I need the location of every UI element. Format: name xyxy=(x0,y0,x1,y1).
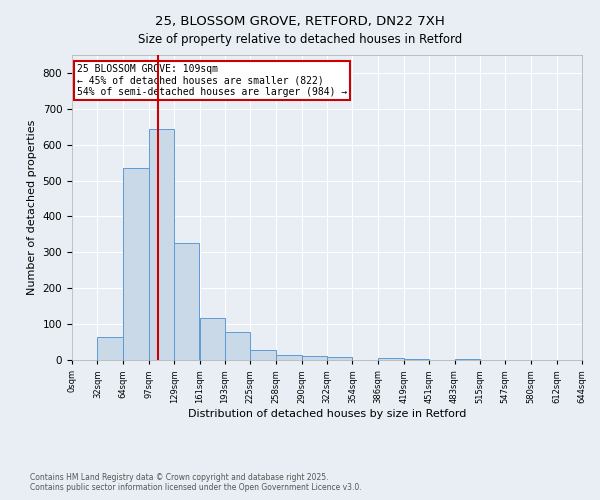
X-axis label: Distribution of detached houses by size in Retford: Distribution of detached houses by size … xyxy=(188,408,466,418)
Bar xyxy=(122,168,149,360)
Text: 25 BLOSSOM GROVE: 109sqm
← 45% of detached houses are smaller (822)
54% of semi-: 25 BLOSSOM GROVE: 109sqm ← 45% of detach… xyxy=(77,64,347,98)
Bar xyxy=(250,350,277,360)
Bar xyxy=(327,358,352,360)
Text: 25, BLOSSOM GROVE, RETFORD, DN22 7XH: 25, BLOSSOM GROVE, RETFORD, DN22 7XH xyxy=(155,15,445,28)
Bar xyxy=(174,244,199,360)
Bar xyxy=(404,358,429,360)
Text: Contains HM Land Registry data © Crown copyright and database right 2025.
Contai: Contains HM Land Registry data © Crown c… xyxy=(30,473,362,492)
Bar xyxy=(97,336,122,360)
Text: Size of property relative to detached houses in Retford: Size of property relative to detached ho… xyxy=(138,32,462,46)
Bar xyxy=(277,354,302,360)
Bar xyxy=(149,128,174,360)
Bar xyxy=(377,358,404,360)
Bar xyxy=(199,318,225,360)
Y-axis label: Number of detached properties: Number of detached properties xyxy=(27,120,37,295)
Bar xyxy=(225,332,250,360)
Bar xyxy=(302,356,327,360)
Bar xyxy=(455,359,480,360)
